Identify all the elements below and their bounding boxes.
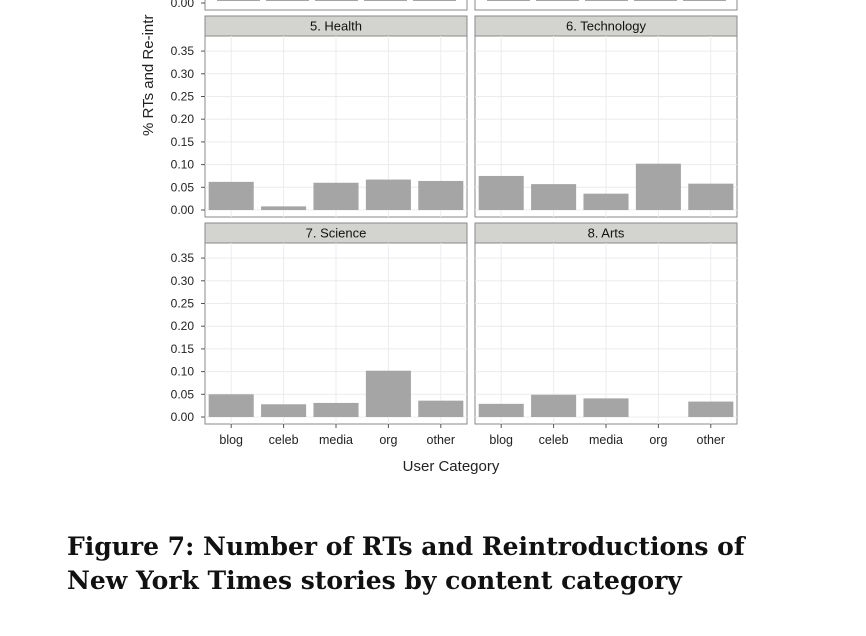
partial-bar bbox=[585, 0, 628, 1]
y-tick-label: 0.15 bbox=[171, 135, 195, 149]
bar-blog bbox=[208, 181, 254, 210]
y-tick-label: 0.00 bbox=[171, 410, 195, 424]
bar-other bbox=[688, 183, 734, 210]
faceted-bar-chart: 0.00 5. Health 0.00 0.05 0.10 0.15 0.20 0.25 0.3… bbox=[140, 0, 738, 475]
x-tick-label: celeb bbox=[269, 433, 299, 447]
bar-other bbox=[418, 400, 464, 417]
bar-blog bbox=[478, 403, 524, 417]
bar-blog bbox=[208, 394, 254, 417]
y-tick-label: 0.00 bbox=[171, 203, 195, 217]
x-axis-label: User Category bbox=[403, 458, 500, 475]
y-tick-label: 0.30 bbox=[171, 67, 195, 81]
y-tick-label: 0.35 bbox=[171, 44, 195, 58]
partial-bar bbox=[634, 0, 677, 1]
x-tick-label: other bbox=[427, 433, 456, 447]
partial-bar bbox=[683, 0, 726, 1]
y-tick-label: 0.30 bbox=[171, 274, 195, 288]
bar-media bbox=[313, 182, 359, 210]
bar-celeb bbox=[261, 206, 307, 210]
partial-panel-frame bbox=[474, 0, 738, 11]
partial-panel-frame bbox=[204, 0, 468, 11]
bar-media bbox=[583, 398, 629, 417]
partial-bar bbox=[266, 0, 309, 1]
partial-bar bbox=[413, 0, 456, 1]
bar-celeb bbox=[531, 184, 577, 210]
x-tick-label: other bbox=[697, 433, 726, 447]
panel-title: 7. Science bbox=[306, 226, 367, 241]
x-tick-label: media bbox=[589, 433, 623, 447]
bar-celeb bbox=[261, 404, 307, 417]
bar-media bbox=[313, 402, 359, 417]
bar-blog bbox=[478, 175, 524, 210]
bar-org bbox=[635, 163, 681, 210]
panel-title: 6. Technology bbox=[566, 19, 646, 34]
x-tick-label: blog bbox=[489, 433, 513, 447]
y-tick-label: 0.05 bbox=[171, 180, 195, 194]
bar-celeb bbox=[531, 394, 577, 417]
y-tick-label: 0.25 bbox=[171, 296, 195, 310]
panel-title: 8. Arts bbox=[588, 226, 625, 241]
panel-title: 5. Health bbox=[310, 19, 362, 34]
partial-bar bbox=[487, 0, 530, 1]
partial-bar bbox=[536, 0, 579, 1]
bar-media bbox=[583, 193, 629, 210]
bar-org bbox=[365, 179, 411, 210]
x-tick-label: celeb bbox=[539, 433, 569, 447]
partial-y-tick-label: 0.00 bbox=[171, 0, 195, 10]
partial-bar bbox=[315, 0, 358, 1]
caption-line-1: Figure 7: Number of RTs and Reintroducti… bbox=[67, 532, 745, 561]
x-tick-label: blog bbox=[219, 433, 243, 447]
y-tick-label: 0.10 bbox=[171, 365, 195, 379]
bar-other bbox=[688, 401, 734, 417]
y-tick-label: 0.35 bbox=[171, 251, 195, 265]
partial-bar bbox=[364, 0, 407, 1]
x-tick-label: org bbox=[649, 433, 667, 447]
bar-other bbox=[418, 180, 464, 210]
y-tick-label: 0.15 bbox=[171, 342, 195, 356]
y-tick-label: 0.20 bbox=[171, 112, 195, 126]
y-tick-label: 0.10 bbox=[171, 158, 195, 172]
partial-bar bbox=[217, 0, 260, 1]
y-tick-label: 0.25 bbox=[171, 89, 195, 103]
y-tick-label: 0.20 bbox=[171, 319, 195, 333]
x-tick-label: media bbox=[319, 433, 353, 447]
x-tick-label: org bbox=[379, 433, 397, 447]
caption-line-2: New York Times stories by content catego… bbox=[67, 566, 682, 595]
figure-caption: Figure 7: Number of RTs and Reintroducti… bbox=[67, 530, 827, 598]
y-tick-label: 0.05 bbox=[171, 387, 195, 401]
bar-org bbox=[365, 370, 411, 417]
y-axis-label: % RTs and Re-intr bbox=[140, 15, 157, 136]
